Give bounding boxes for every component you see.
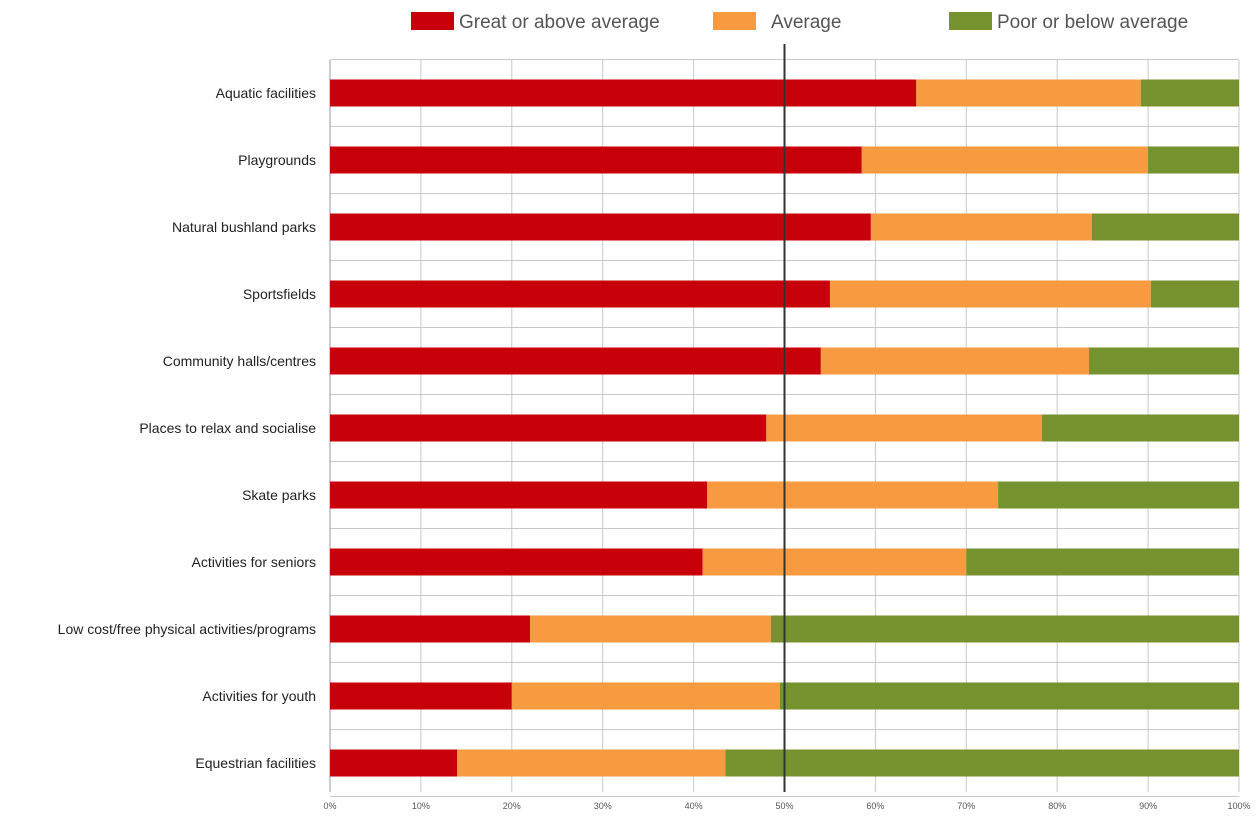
- x-tick-label: 40%: [685, 801, 703, 811]
- category-label: Sportsfields: [243, 286, 316, 302]
- category-label: Aquatic facilities: [216, 85, 316, 101]
- category-label: Activities for seniors: [192, 554, 316, 570]
- legend-swatch: [713, 12, 756, 30]
- category-label: Playgrounds: [238, 152, 316, 168]
- bar-segment: [330, 146, 862, 174]
- bar-segment: [966, 548, 1239, 576]
- bar-segment: [1091, 213, 1239, 241]
- x-tick-label: 50%: [775, 801, 793, 811]
- bar-segment: [779, 682, 1239, 710]
- x-tick-label: 70%: [957, 801, 975, 811]
- category-label: Natural bushland parks: [172, 219, 316, 235]
- bar-segment: [457, 749, 726, 777]
- legend-swatch: [411, 12, 454, 30]
- category-label: Community halls/centres: [163, 353, 316, 369]
- x-axis-ticks: 0% 10% 20% 30% 40% 50% 60% 70% 80% 90% 100%: [323, 801, 1250, 811]
- legend: Great or above average Average Poor or bel…: [411, 12, 1188, 33]
- x-tick-label: 100%: [1227, 801, 1250, 811]
- bar-segment: [330, 280, 830, 308]
- category-label: Activities for youth: [202, 688, 316, 704]
- x-tick-label: 80%: [1048, 801, 1066, 811]
- category-label: Equestrian facilities: [195, 755, 316, 771]
- x-tick-label: 20%: [503, 801, 521, 811]
- legend-label: Great or above average: [459, 12, 660, 33]
- legend-label: Poor or below average: [997, 12, 1188, 33]
- bar-segment: [330, 79, 917, 107]
- legend-label: Average: [771, 12, 841, 33]
- bar-segment: [330, 548, 703, 576]
- bar-segment: [820, 347, 1090, 375]
- bar-segment: [870, 213, 1092, 241]
- bar-segment: [1150, 280, 1239, 308]
- x-tick-label: 0%: [323, 801, 336, 811]
- bar-segment: [916, 79, 1141, 107]
- bar-segment: [330, 682, 512, 710]
- bar-segment: [766, 414, 1042, 442]
- x-tick-label: 60%: [866, 801, 884, 811]
- bar-segment: [330, 481, 708, 509]
- x-tick-label: 90%: [1139, 801, 1157, 811]
- bar-segment: [1089, 347, 1239, 375]
- bar-segment: [829, 280, 1151, 308]
- bar-segments: [330, 79, 1239, 777]
- bar-segment: [1041, 414, 1239, 442]
- bar-segment: [998, 481, 1239, 509]
- category-label: Low cost/free physical activities/progra…: [58, 621, 316, 637]
- category-label: Skate parks: [242, 487, 316, 503]
- bar-segment: [330, 414, 767, 442]
- bar-segment: [707, 481, 999, 509]
- x-tick-label: 10%: [412, 801, 430, 811]
- bar-segment: [529, 615, 771, 643]
- bar-segment: [770, 615, 1239, 643]
- bar-segment: [330, 213, 871, 241]
- bar-segment: [330, 615, 530, 643]
- category-labels: Aquatic facilities Playgrounds Natural bus…: [58, 85, 317, 771]
- bar-segment: [330, 347, 821, 375]
- bar-segment: [1148, 146, 1239, 174]
- x-tick-label: 30%: [594, 801, 612, 811]
- category-label: Places to relax and socialise: [139, 420, 316, 436]
- bar-segment: [702, 548, 967, 576]
- bar-segment: [511, 682, 780, 710]
- legend-swatch: [949, 12, 992, 30]
- bar-segment: [725, 749, 1239, 777]
- bar-segment: [861, 146, 1149, 174]
- bar-segment: [1140, 79, 1239, 107]
- bar-segment: [330, 749, 458, 777]
